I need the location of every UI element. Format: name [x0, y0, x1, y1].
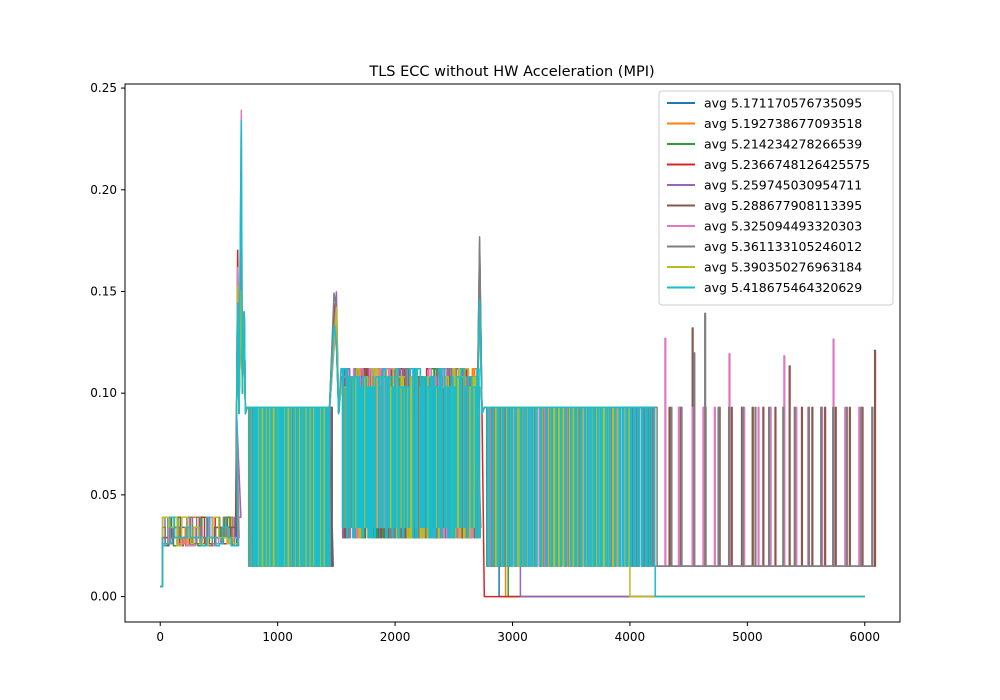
y-tick-label: 0.25 [90, 81, 117, 95]
series-layer [160, 109, 877, 598]
x-tick-label: 6000 [849, 630, 880, 644]
x-tick-label: 5000 [732, 630, 763, 644]
legend: avg 5.171170576735095 avg 5.1927386770935… [658, 90, 894, 306]
legend-label-3: avg 5.2366748126425575 [704, 157, 870, 172]
x-tick-label: 4000 [615, 630, 646, 644]
legend-label-5: avg 5.288677908113395 [704, 198, 862, 213]
x-tick-label: 0 [156, 630, 164, 644]
legend-label-8: avg 5.390350276963184 [704, 260, 862, 275]
legend-label-4: avg 5.259745030954711 [704, 178, 862, 193]
x-tick-label: 1000 [262, 630, 293, 644]
legend-label-6: avg 5.325094493320303 [704, 219, 862, 234]
x-axis: 0 1000 2000 3000 4000 5000 6000 [156, 622, 880, 644]
y-axis: 0.00 0.05 0.10 0.15 0.20 0.25 [90, 81, 125, 604]
legend-label-7: avg 5.361133105246012 [704, 239, 862, 254]
y-tick-label: 0.05 [90, 488, 117, 502]
y-tick-label: 0.00 [90, 590, 117, 604]
plot-area [124, 83, 901, 623]
chart-title: TLS ECC without HW Acceleration (MPI) [368, 64, 654, 80]
legend-box [658, 90, 894, 306]
legend-label-1: avg 5.192738677093518 [704, 116, 862, 131]
legend-label-0: avg 5.171170576735095 [704, 96, 862, 111]
x-tick-label: 2000 [380, 630, 411, 644]
y-tick-label: 0.15 [90, 284, 117, 298]
series-line-9 [160, 119, 865, 598]
legend-label-2: avg 5.214234278266539 [704, 137, 862, 152]
x-tick-label: 3000 [497, 630, 528, 644]
legend-label-9: avg 5.418675464320629 [704, 280, 862, 295]
y-tick-label: 0.10 [90, 386, 117, 400]
y-tick-label: 0.20 [90, 183, 117, 197]
